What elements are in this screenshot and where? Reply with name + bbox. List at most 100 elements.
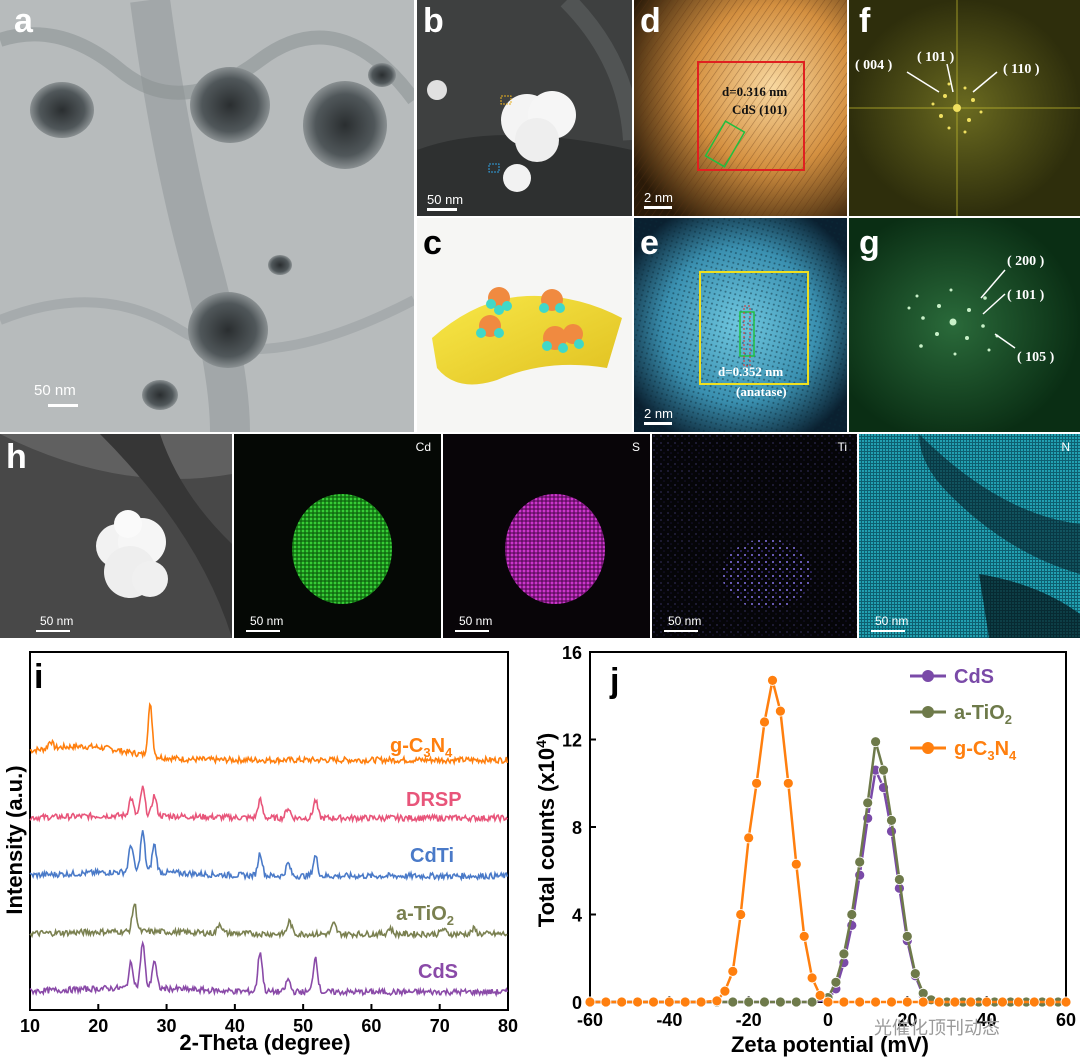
xrd-series-CdS <box>29 940 509 998</box>
watermark: 光催化顶刊动态 <box>874 1018 1000 1038</box>
zeta-point-g-C3N4 <box>798 930 810 942</box>
panel-f-fft: f ( 004 ) ( 101 ) ( 110 ) <box>849 0 1080 216</box>
zeta-point-g-C3N4 <box>743 832 755 844</box>
zeta-series-line-CdS <box>590 765 1066 1004</box>
scalebar-label-d: 2 nm <box>644 190 673 205</box>
scalebar-s <box>455 630 489 632</box>
panel-c-schematic: c <box>417 218 632 432</box>
legend-g-c3n4: g-C3N4 <box>390 735 453 760</box>
haadf-image-b <box>417 0 632 216</box>
xrd-series-CdTi <box>29 830 509 882</box>
zeta-point-a-TiO2 <box>878 764 889 776</box>
hrtem-image-d <box>634 0 847 216</box>
xrd-series-DRSP <box>29 785 508 824</box>
zeta-legend: CdS a-TiO2 g-C3N4 <box>910 666 1017 763</box>
scalebar-b <box>427 208 457 211</box>
panel-label-b: b <box>423 2 444 40</box>
zeta-point-g-C3N4 <box>1044 996 1056 1008</box>
element-label-n: N <box>1061 440 1070 454</box>
xrd-x-tick-label-3: 40 <box>225 1016 245 1036</box>
zeta-point-a-TiO2 <box>774 996 786 1008</box>
eds-image-ti <box>652 434 857 638</box>
zeta-x-tick-label-1: -40 <box>656 1010 682 1030</box>
eds-map-cd: Cd 50 nm <box>234 434 441 638</box>
fft-spot-g-3: ( 105 ) <box>1017 350 1055 365</box>
zeta-chart: j -60 -40 -20 0 20 40 60 0 4 8 12 16 Zeta potential… <box>533 643 1076 1057</box>
panel-label-f: f <box>859 2 871 40</box>
zeta-y-tick-label-4: 16 <box>562 643 582 663</box>
zeta-point-a-TiO2 <box>743 996 755 1008</box>
zeta-point-g-C3N4 <box>616 996 628 1008</box>
zeta-point-g-C3N4 <box>759 716 770 728</box>
scalebar-cd <box>246 630 280 632</box>
panel-label-j: j <box>609 662 619 700</box>
scalebar-ti <box>664 630 698 632</box>
zeta-point-g-C3N4 <box>790 858 802 870</box>
tem-image-a <box>0 0 414 432</box>
xrd-series-a-TiO2 <box>29 903 508 940</box>
zeta-point-g-C3N4 <box>679 996 691 1008</box>
zeta-point-g-C3N4 <box>814 989 826 1001</box>
panel-b-haadf: b 50 nm <box>417 0 632 216</box>
nanoparticle-3 <box>476 315 504 338</box>
nanoparticle-2 <box>539 289 565 313</box>
panel-h-haadf: h 50 nm <box>0 434 232 638</box>
fft-spot-g-1: ( 200 ) <box>1007 254 1045 269</box>
d-spacing-e: d=0.352 nm <box>718 364 784 379</box>
zeta-y-tick-label-1: 4 <box>572 906 582 926</box>
zeta-point-g-C3N4 <box>854 996 866 1008</box>
panel-label-g: g <box>859 224 880 262</box>
fft-spot-f-1: ( 004 ) <box>855 58 893 73</box>
zeta-point-a-TiO2 <box>862 797 874 809</box>
zeta-point-g-C3N4 <box>782 777 794 789</box>
panel-a-tem: a 50 nm <box>0 0 414 432</box>
zeta-y-tick-label-2: 8 <box>572 818 582 838</box>
haadf-image-h <box>0 434 232 638</box>
zeta-point-g-C3N4 <box>917 996 929 1008</box>
zeta-point-g-C3N4 <box>663 996 675 1008</box>
panel-label-a: a <box>14 2 33 40</box>
zeta-point-a-TiO2 <box>846 909 858 920</box>
zeta-y-axis-label: Total counts (x104) <box>533 733 559 927</box>
zeta-point-g-C3N4 <box>727 965 739 977</box>
scalebar-label-s: 50 nm <box>459 614 493 628</box>
zeta-point-a-TiO2 <box>909 968 921 980</box>
scalebar-label-a: 50 nm <box>34 382 76 399</box>
zeta-point-g-C3N4 <box>695 996 707 1008</box>
zeta-point-g-C3N4 <box>767 675 778 686</box>
nanoparticle-1 <box>486 287 512 315</box>
zeta-series-line-a-TiO2 <box>590 741 1066 1004</box>
zeta-point-g-C3N4 <box>886 996 897 1008</box>
zeta-x-tick-label-0: -60 <box>577 1010 603 1030</box>
zeta-point-g-C3N4 <box>600 996 612 1008</box>
scalebar-label-e: 2 nm <box>644 406 673 421</box>
hrtem-image-e <box>634 218 847 432</box>
scalebar-e <box>644 422 672 425</box>
zeta-point-a-TiO2 <box>838 948 850 960</box>
eds-image-s <box>505 494 605 604</box>
scalebar-d <box>644 206 672 209</box>
scalebar-label-h: 50 nm <box>40 614 74 628</box>
xrd-x-tick-label-5: 60 <box>361 1016 381 1036</box>
fft-image-g <box>849 218 1080 432</box>
zeta-point-a-TiO2 <box>727 996 739 1008</box>
zeta-point-a-TiO2 <box>759 996 770 1008</box>
zeta-point-a-TiO2 <box>870 736 882 748</box>
eds-map-ti: Ti 50 nm <box>652 434 857 638</box>
xrd-x-tick-label-0: 10 <box>20 1016 40 1036</box>
scalebar-label-cd: 50 nm <box>250 614 284 628</box>
fft-spot-g-2: ( 101 ) <box>1007 288 1045 303</box>
legend-drsp: DRSP <box>406 789 462 811</box>
panel-d-hrtem: d d=0.316 nm CdS (101) 2 nm <box>634 0 847 216</box>
scalebar-label-n: 50 nm <box>875 614 909 628</box>
zeta-x-tick-label-6: 60 <box>1056 1010 1076 1030</box>
scalebar-n <box>871 630 905 632</box>
zeta-point-a-TiO2 <box>830 976 842 988</box>
zeta-point-g-C3N4 <box>933 996 945 1008</box>
element-label-s: S <box>631 440 640 454</box>
xrd-series-g-C3N4 <box>29 701 509 766</box>
plane-label-d: CdS (101) <box>732 102 788 117</box>
eds-map-n: N 50 nm <box>859 434 1080 638</box>
zeta-point-g-C3N4 <box>751 777 763 789</box>
xrd-x-tick-label-1: 20 <box>88 1016 108 1036</box>
